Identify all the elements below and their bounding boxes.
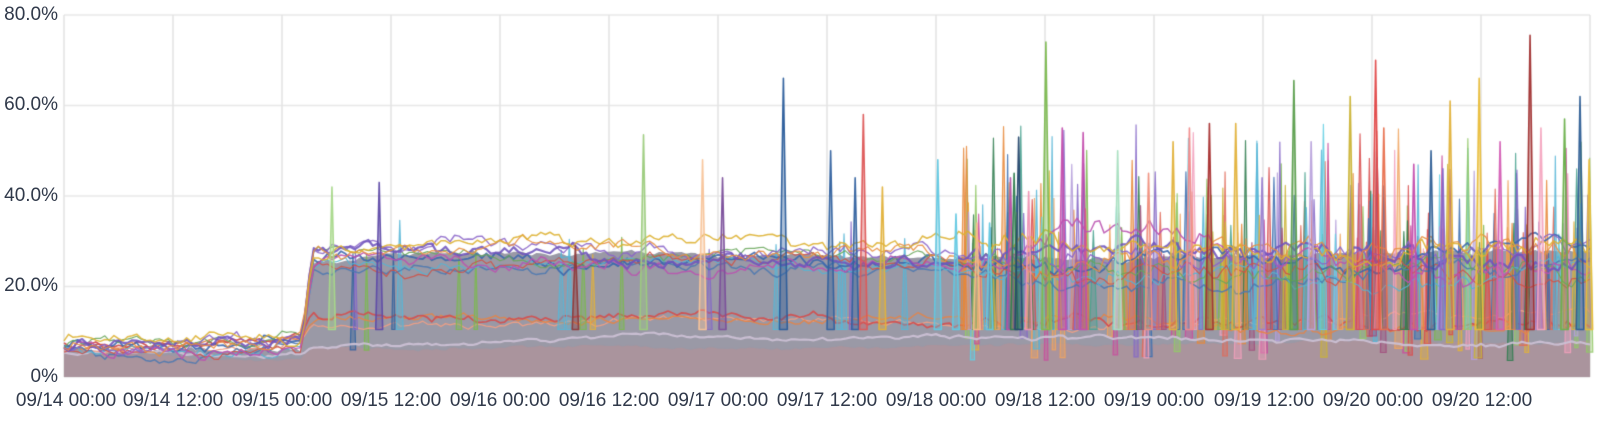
- y-axis-label: 40.0%: [4, 185, 58, 206]
- x-axis-label: 09/19 12:00: [1213, 390, 1315, 411]
- x-axis-label: 09/18 00:00: [885, 390, 987, 411]
- y-axis-label: 80.0%: [4, 4, 58, 25]
- x-axis-label: 09/15 12:00: [340, 390, 442, 411]
- x-axis-label: 09/14 00:00: [15, 390, 117, 411]
- y-axis-label: 20.0%: [4, 275, 58, 296]
- y-axis-label: 60.0%: [4, 94, 58, 115]
- x-axis-label: 09/16 00:00: [449, 390, 551, 411]
- x-axis-label: 09/16 12:00: [558, 390, 660, 411]
- x-axis-label: 09/20 12:00: [1431, 390, 1533, 411]
- y-axis-label: 0%: [30, 366, 58, 387]
- x-axis-label: 09/20 00:00: [1322, 390, 1424, 411]
- x-axis-label: 09/18 12:00: [994, 390, 1096, 411]
- x-axis-label: 09/14 12:00: [122, 390, 224, 411]
- x-axis-label: 09/15 00:00: [231, 390, 333, 411]
- x-axis-label: 09/17 12:00: [776, 390, 878, 411]
- x-axis-label: 09/19 00:00: [1103, 390, 1205, 411]
- x-axis-label: 09/17 00:00: [667, 390, 769, 411]
